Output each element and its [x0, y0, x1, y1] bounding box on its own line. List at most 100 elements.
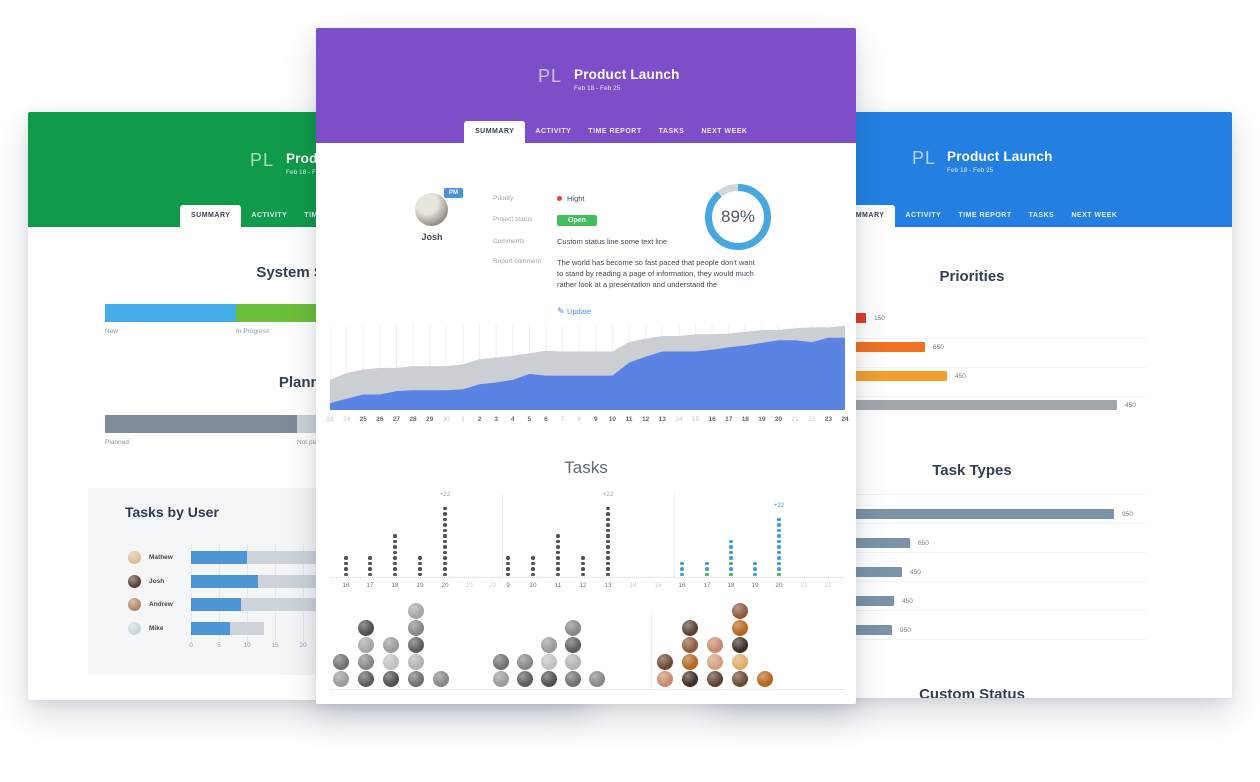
task-dot: [606, 517, 610, 521]
tab-activity[interactable]: ACTIVITY: [905, 212, 942, 219]
task-dot: [393, 556, 397, 560]
task-dot: [506, 567, 510, 571]
tasks-by-user-title: Tasks by User: [125, 504, 219, 520]
axis-tick: 26: [376, 416, 384, 423]
avatar: [128, 598, 141, 611]
task-dot: [393, 539, 397, 543]
avatar-column: [541, 637, 557, 687]
axis-tick: 9: [593, 416, 598, 423]
avatar: [657, 654, 673, 670]
tab-time-report[interactable]: TIME REPORT: [958, 212, 1012, 219]
tab-summary[interactable]: SUMMARY: [464, 121, 526, 143]
grid-line: [191, 544, 192, 642]
axis-tick: 13: [658, 416, 666, 423]
task-dot: [680, 561, 684, 565]
project-title: Product Launch: [947, 149, 1053, 164]
task-dot: [443, 528, 447, 532]
update-link[interactable]: ✎ Update: [557, 306, 592, 316]
axis-tick: 20: [441, 582, 449, 589]
avatar: [408, 603, 424, 619]
task-dot: [393, 567, 397, 571]
task-dot: [777, 561, 781, 565]
bar-value-label: 650: [918, 540, 929, 547]
task-dot: [418, 561, 422, 565]
avatar: [657, 671, 673, 687]
field-label: Comments: [493, 238, 525, 245]
avatar-column: [657, 654, 673, 687]
dot-column: [729, 539, 733, 576]
task-dot: [506, 556, 510, 560]
axis-tick: 10: [243, 642, 251, 649]
task-dot: [556, 567, 560, 571]
axis-tick: 20: [774, 416, 783, 423]
tab-tasks[interactable]: TASKS: [1028, 212, 1055, 219]
axis-tick: 19: [751, 582, 759, 589]
avatar: [541, 654, 557, 670]
axis-tick: 14: [675, 416, 683, 423]
task-dot: [556, 556, 560, 560]
grid-line: [219, 544, 220, 642]
task-dot: [344, 561, 348, 565]
bar-segment: [105, 415, 297, 433]
axis-tick: 14: [629, 582, 637, 589]
axis-tick: 15: [691, 416, 700, 423]
dot-column: [418, 556, 422, 576]
avatar: [732, 637, 748, 653]
task-dot: [777, 534, 781, 538]
axis-tick: 6: [544, 416, 548, 423]
task-dot: [729, 567, 733, 571]
tab-time-report[interactable]: TIME REPORT: [588, 128, 642, 135]
card-header-purple: PL Product Launch Feb 18 - Feb 25 SUMMAR…: [316, 28, 856, 143]
avatar: [493, 654, 509, 670]
axis-tick: 18: [741, 416, 749, 423]
dot-column: [753, 561, 757, 576]
axis-tick: 2: [477, 416, 482, 423]
grid-line: [247, 544, 248, 642]
axis-tick: 29: [426, 416, 434, 423]
user-name: Josh: [149, 577, 165, 585]
bar-fill: [191, 621, 231, 635]
project-dates: Feb 18 - Feb 25: [286, 169, 333, 176]
tab-activity[interactable]: ACTIVITY: [251, 212, 288, 219]
avatar: [433, 671, 449, 687]
dot-column: [556, 534, 560, 576]
task-dot: [680, 572, 684, 576]
task-dot: [556, 561, 560, 565]
avatar: [732, 620, 748, 636]
section-title-priorities: Priorities: [939, 268, 1005, 285]
axis-tick: 18: [727, 582, 735, 589]
avatar-column: [408, 603, 424, 687]
axis-tick: 22: [824, 582, 832, 589]
task-dot: [443, 534, 447, 538]
task-dot: [556, 572, 560, 576]
grid-line: [303, 544, 304, 642]
task-dot: [606, 545, 610, 549]
tab-tasks[interactable]: TASKS: [658, 128, 685, 135]
avatar: [408, 671, 424, 687]
tasks-by-user-chart: 0 5 10 15 20 Mathew Josh Andrew Mike: [88, 544, 548, 675]
axis-tick: 19: [416, 582, 424, 589]
avatar: [541, 671, 557, 687]
tab-next-week[interactable]: NEXT WEEK: [1071, 212, 1118, 219]
task-dot: [753, 567, 757, 571]
bar-value-label: 950: [1122, 511, 1133, 518]
people-avatar-chart: [330, 603, 845, 690]
user-task-row: Mathew: [88, 550, 548, 566]
tab-activity[interactable]: ACTIVITY: [535, 128, 572, 135]
dot-column: [506, 556, 510, 576]
axis-tick: 13: [604, 582, 612, 589]
task-dot: [777, 550, 781, 554]
axis-tick: 21: [800, 582, 808, 589]
axis-tick: 16: [678, 582, 686, 589]
task-dot: [606, 539, 610, 543]
avatar: [682, 671, 698, 687]
task-dot: [581, 572, 585, 576]
tab-summary[interactable]: SUMMARY: [180, 205, 242, 227]
task-dot: [443, 539, 447, 543]
burndown-x-axis: 23 24 25 26 27 28 29 30 1 2 3 4 5 6 7 8 9 10 11 12 13 14 15 16 1…: [326, 416, 848, 426]
section-title-task-types: Task Types: [932, 462, 1012, 479]
avatar: [383, 671, 399, 687]
tasks-dot-axis: 16 17 18 19 20 21 22 9 10 11 12 13 14 15 16 17 18 19 20 21 2…: [330, 582, 845, 592]
tab-next-week[interactable]: NEXT WEEK: [701, 128, 748, 135]
task-dot: [393, 572, 397, 576]
